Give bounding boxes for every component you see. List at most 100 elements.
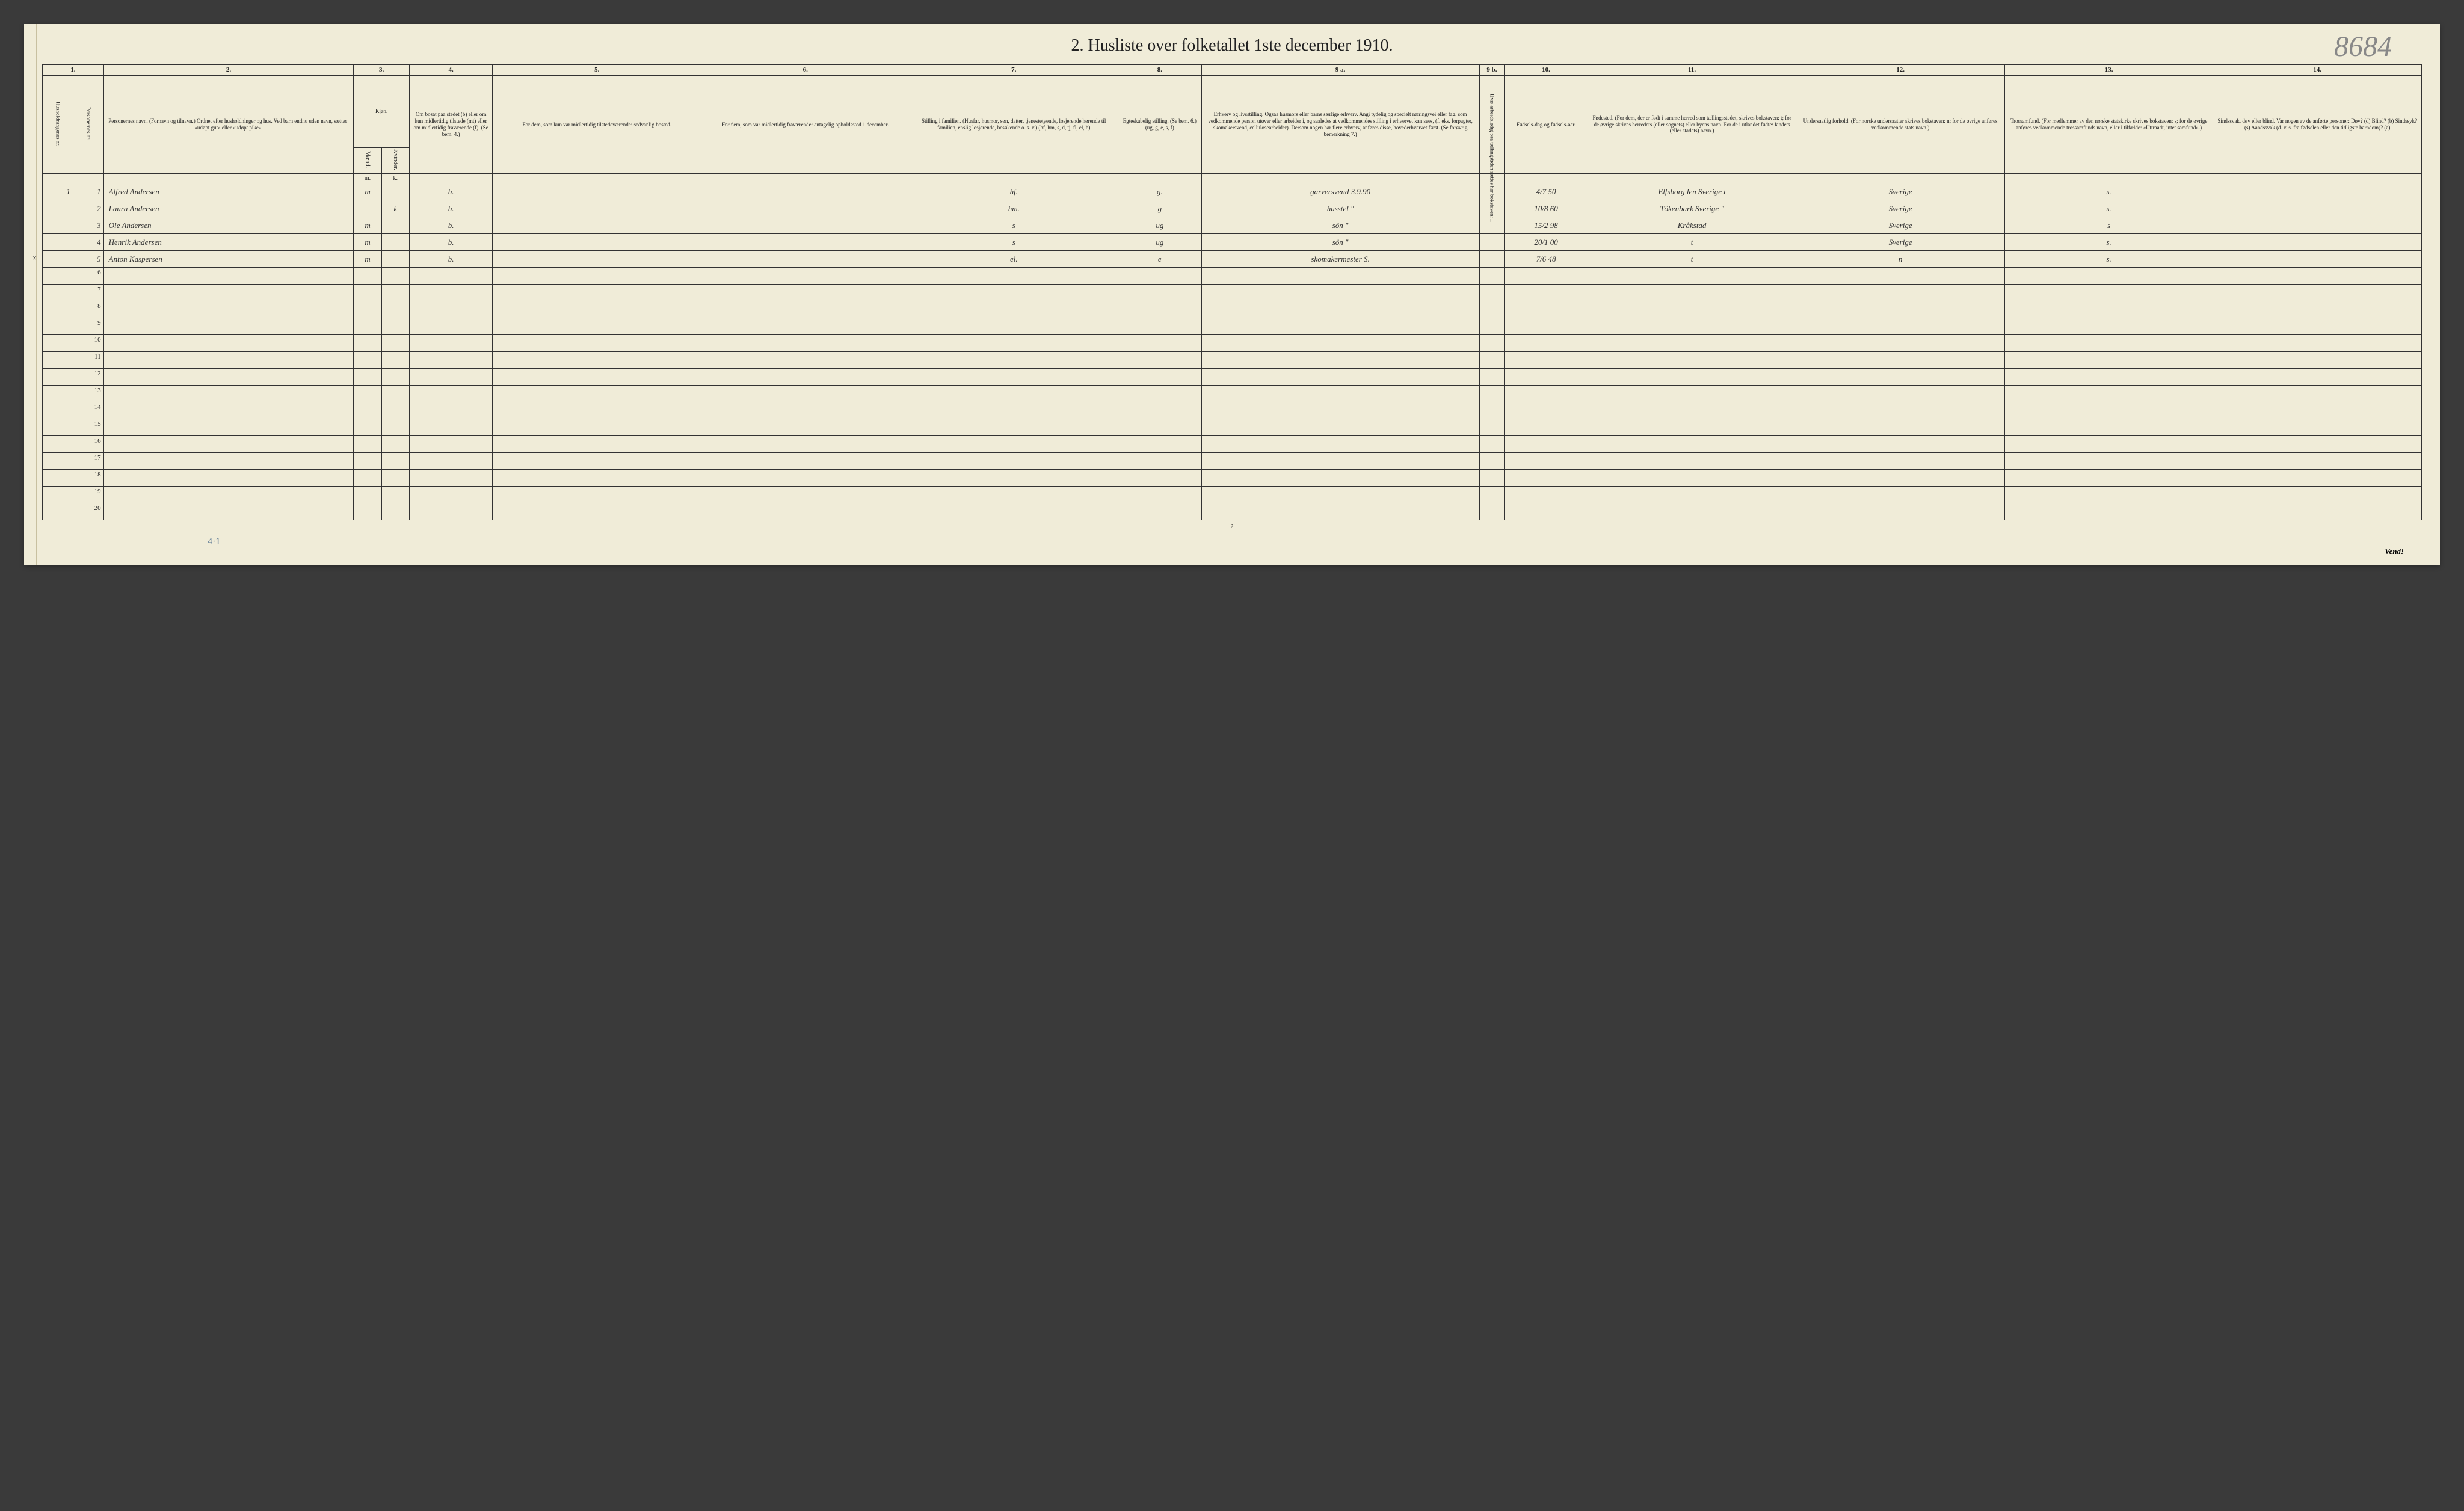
- birthplace: Kråkstad: [1588, 217, 1796, 234]
- header-k: k.: [381, 174, 409, 183]
- empty-cell: [354, 402, 381, 419]
- birthdate: 20/1 00: [1505, 234, 1588, 251]
- empty-cell: [1118, 301, 1202, 318]
- empty-cell: [1588, 335, 1796, 352]
- empty-cell: [381, 402, 409, 419]
- empty-cell: [1118, 487, 1202, 503]
- empty-cell: [493, 386, 701, 402]
- person-name: Laura Andersen: [103, 200, 354, 217]
- col-num-2: 2.: [103, 65, 354, 76]
- blank-15: [2213, 174, 2422, 183]
- empty-cell: [43, 352, 73, 369]
- unemployed: [1479, 234, 1505, 251]
- empty-cell: [1588, 352, 1796, 369]
- empty-cell: [1479, 503, 1505, 520]
- empty-cell: [354, 436, 381, 453]
- empty-cell: [409, 436, 493, 453]
- table-row-empty: 8: [43, 301, 2422, 318]
- empty-cell: [43, 301, 73, 318]
- empty-cell: [409, 352, 493, 369]
- empty-cell: [1201, 386, 1479, 402]
- residence-status: b.: [409, 183, 493, 200]
- person-num: 3: [73, 217, 103, 234]
- header-disability: Sindssvak, døv eller blind. Var nogen av…: [2213, 76, 2422, 174]
- empty-cell: [1588, 436, 1796, 453]
- citizenship: Sverige: [1796, 183, 2005, 200]
- birthdate: 15/2 98: [1505, 217, 1588, 234]
- birthdate: 10/8 60: [1505, 200, 1588, 217]
- empty-cell: [910, 419, 1118, 436]
- header-m: m.: [354, 174, 381, 183]
- empty-cell: [910, 369, 1118, 386]
- empty-cell: [2004, 470, 2213, 487]
- empty-cell: [910, 402, 1118, 419]
- empty-cell: [43, 419, 73, 436]
- marital-status: ug: [1118, 234, 1202, 251]
- empty-cell: [2213, 470, 2422, 487]
- marital-status: ug: [1118, 217, 1202, 234]
- empty-cell: [2004, 386, 2213, 402]
- religion: s: [2004, 217, 2213, 234]
- empty-cell: [409, 386, 493, 402]
- empty-cell: [1118, 352, 1202, 369]
- empty-cell: [43, 470, 73, 487]
- empty-cell: 17: [73, 453, 103, 470]
- whereabouts: [701, 251, 910, 268]
- empty-cell: [910, 318, 1118, 335]
- col-num-3: 3.: [354, 65, 409, 76]
- empty-cell: [1479, 402, 1505, 419]
- empty-cell: [354, 487, 381, 503]
- col-num-8: 8.: [1118, 65, 1202, 76]
- empty-cell: [381, 453, 409, 470]
- col-num-14: 14.: [2213, 65, 2422, 76]
- empty-cell: [701, 268, 910, 285]
- family-position: s: [910, 217, 1118, 234]
- empty-cell: [493, 352, 701, 369]
- empty-cell: [1479, 436, 1505, 453]
- empty-cell: [2213, 335, 2422, 352]
- empty-cell: [1505, 318, 1588, 335]
- gender-m: m: [354, 183, 381, 200]
- empty-cell: [701, 436, 910, 453]
- empty-cell: [2213, 369, 2422, 386]
- empty-cell: [43, 386, 73, 402]
- empty-cell: [354, 386, 381, 402]
- blank-14: [2004, 174, 2213, 183]
- empty-cell: [701, 419, 910, 436]
- empty-cell: 13: [73, 386, 103, 402]
- empty-cell: [1479, 369, 1505, 386]
- gender-m: m: [354, 251, 381, 268]
- whereabouts: [701, 200, 910, 217]
- empty-cell: [1118, 285, 1202, 301]
- empty-cell: 9: [73, 318, 103, 335]
- empty-cell: [910, 386, 1118, 402]
- blank-3: [103, 174, 354, 183]
- table-row-empty: 17: [43, 453, 2422, 470]
- empty-cell: [43, 335, 73, 352]
- empty-cell: [701, 369, 910, 386]
- blank-8: [1118, 174, 1202, 183]
- empty-cell: [2213, 268, 2422, 285]
- empty-cell: [1796, 335, 2005, 352]
- table-row-empty: 7: [43, 285, 2422, 301]
- household-num: ×: [43, 251, 73, 268]
- table-row-empty: 10: [43, 335, 2422, 352]
- empty-cell: [1201, 318, 1479, 335]
- empty-cell: [1588, 470, 1796, 487]
- birthdate: 7/6 48: [1505, 251, 1588, 268]
- empty-cell: [910, 470, 1118, 487]
- empty-cell: [1479, 487, 1505, 503]
- unemployed: [1479, 251, 1505, 268]
- person-name: Alfred Andersen: [103, 183, 354, 200]
- gender-k: [381, 183, 409, 200]
- empty-cell: [910, 301, 1118, 318]
- empty-cell: [1118, 369, 1202, 386]
- empty-cell: [1505, 285, 1588, 301]
- empty-cell: [409, 301, 493, 318]
- empty-cell: [409, 487, 493, 503]
- household-num: 1: [43, 183, 73, 200]
- empty-cell: 11: [73, 352, 103, 369]
- disability: [2213, 217, 2422, 234]
- empty-cell: [354, 285, 381, 301]
- empty-cell: [354, 301, 381, 318]
